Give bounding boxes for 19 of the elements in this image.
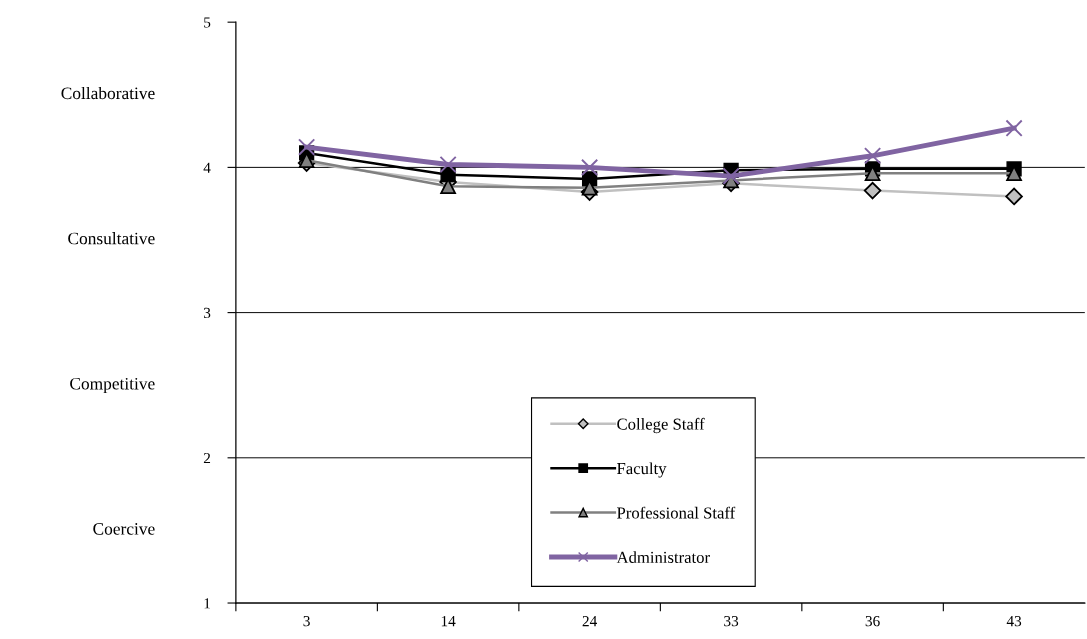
x-tick-label: 36 (865, 616, 880, 627)
y-tick-label: 4 (203, 162, 211, 173)
x-tick-label: 14 (441, 616, 456, 627)
y-tick-label: 1 (204, 598, 210, 609)
legend-label: Administrator (616, 551, 710, 563)
x-tick-label: 33 (724, 616, 739, 627)
legend-label: Professional Staff (617, 506, 736, 519)
text: Competitive (70, 377, 155, 394)
y-tick-label: 5 (204, 17, 211, 28)
x-tick-label: 43 (1006, 616, 1022, 627)
legend-label: College Staff (617, 417, 705, 434)
text: Consultative (68, 232, 155, 245)
x-tick-label: 3 (303, 616, 310, 627)
x-tick-label: 24 (582, 616, 598, 627)
text: Coercive (93, 523, 155, 535)
y-tick-label: 3 (203, 307, 211, 319)
text: Collaborative (61, 86, 155, 100)
y-tick-label: 2 (203, 453, 211, 464)
legend-label: Faculty (617, 462, 667, 478)
